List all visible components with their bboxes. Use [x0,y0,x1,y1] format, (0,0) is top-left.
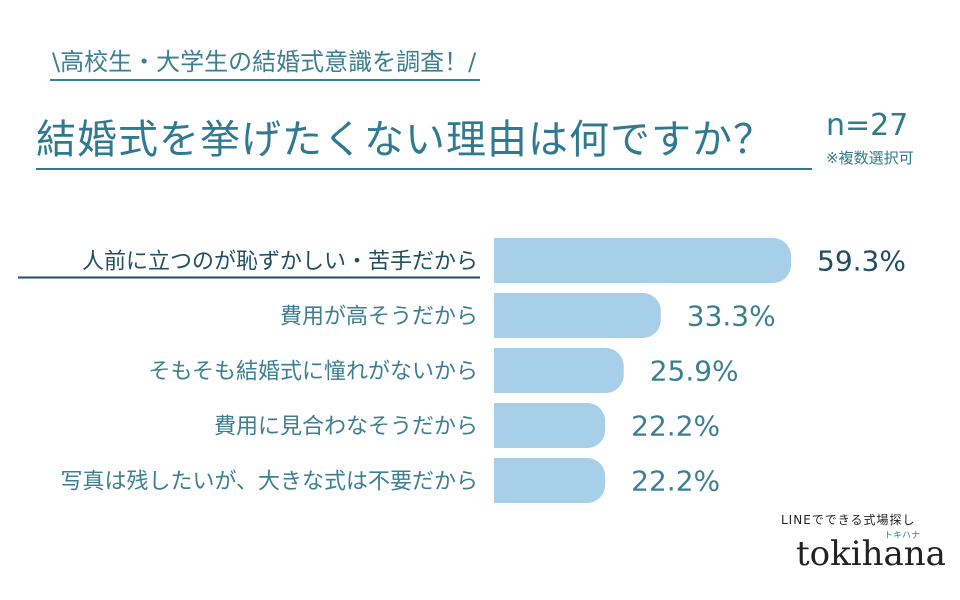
bar-0 [494,238,791,283]
chart-title: 結婚式を挙げたくない理由は何ですか？ [36,112,812,170]
value-label-0: 59.3% [817,245,906,278]
value-label-2: 25.9% [650,355,739,388]
survey-subtitle: \高校生・大学生の結婚式意識を調査！/ [50,45,481,81]
brand-kana: トキハナ [884,531,921,541]
category-label-1: 費用が高そうだから [280,305,478,330]
bar-3 [494,403,606,448]
multiple-choice-note: ※複数選択可 [826,149,914,167]
sample-size: n=27 [826,108,909,143]
value-label-3: 22.2% [631,410,720,443]
brand-tagline: LINEでできる式場探し [781,513,916,527]
bar-1 [494,293,661,338]
value-label-1: 33.3% [687,300,776,333]
category-label-3: 費用に見合わなそうだから [214,415,478,440]
bar-4 [494,458,606,503]
category-label-4: 写真は残したいが、大きな式は不要だから [60,470,478,495]
category-label-0: 人前に立つのが恥ずかしい・苦手だから [82,250,478,275]
bar-2 [494,348,624,393]
brand-logo: tokihana [796,534,946,574]
category-label-2: そもそも結婚式に憧れがないから [148,360,478,385]
value-label-4: 22.2% [631,465,720,498]
